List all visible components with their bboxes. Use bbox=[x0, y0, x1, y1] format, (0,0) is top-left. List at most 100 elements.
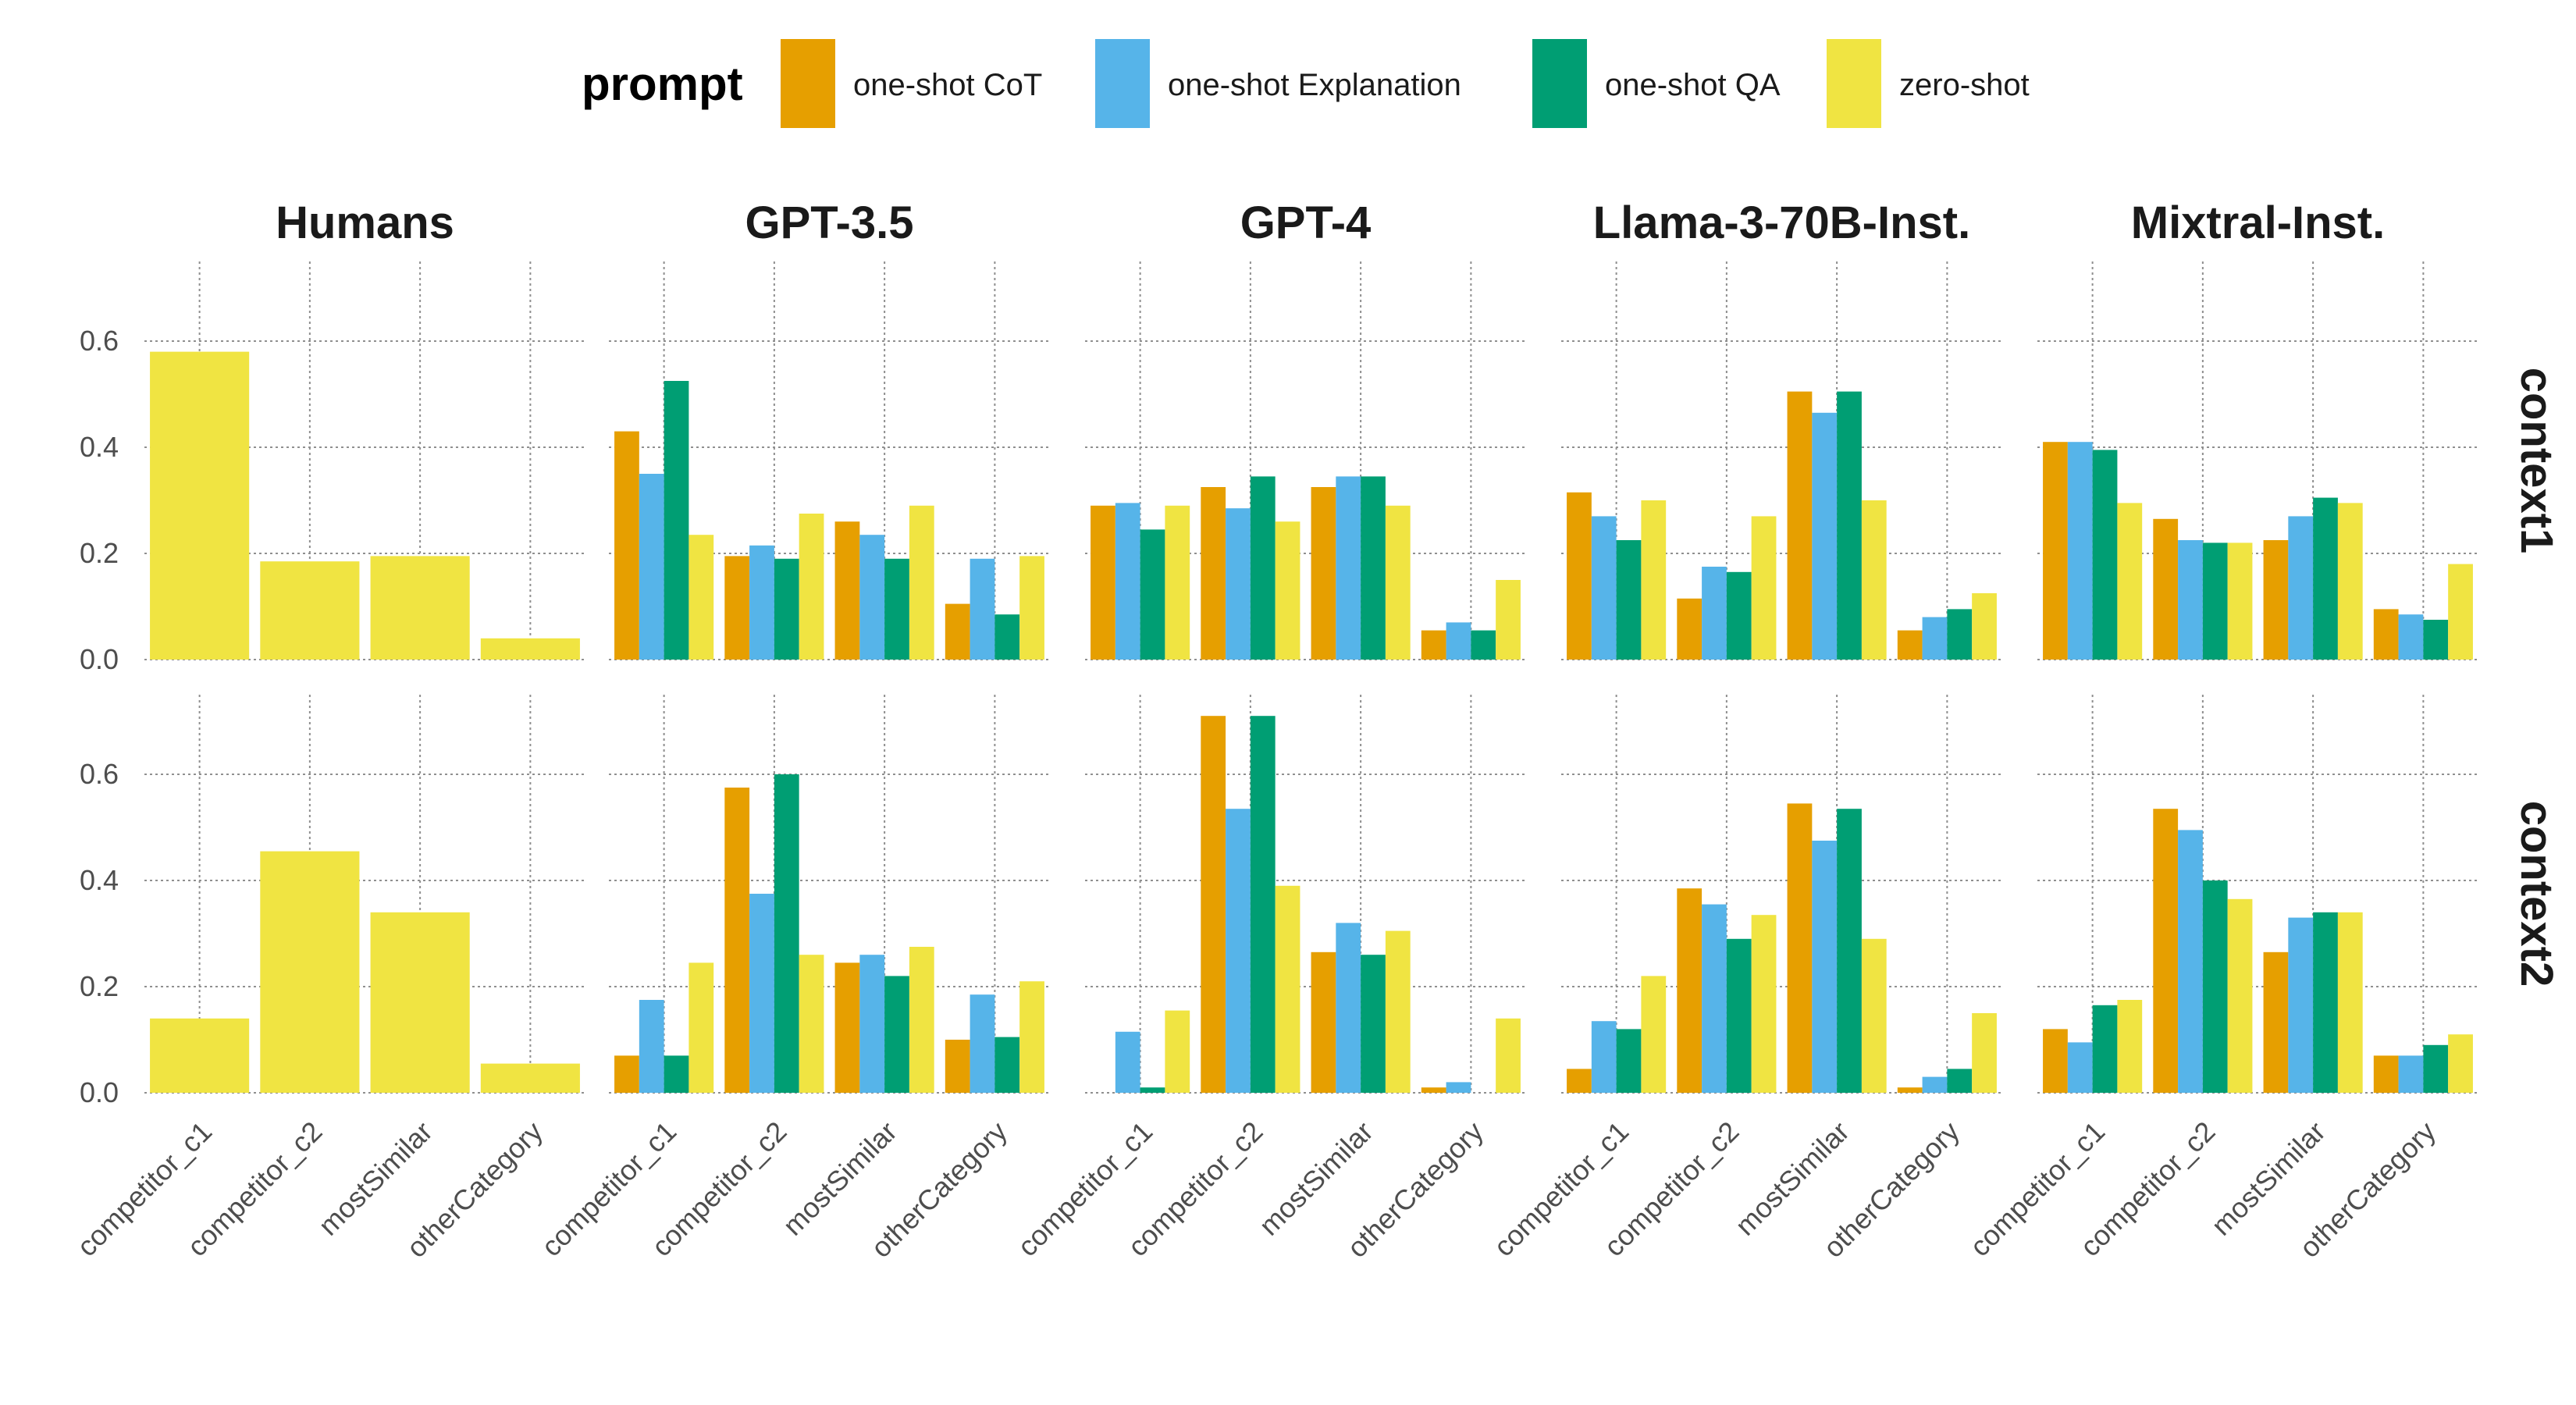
bar-one-shot-qa-othercategory bbox=[1471, 630, 1496, 660]
bar-one-shot-cot-mostsimilar bbox=[1311, 487, 1336, 660]
bar-zero-shot-competitor-c2 bbox=[260, 561, 360, 660]
panel-mixtral-inst-context1 bbox=[2037, 261, 2478, 660]
bar-one-shot-cot-mostsimilar bbox=[2263, 540, 2289, 660]
bar-one-shot-cot-competitor-c1 bbox=[1567, 492, 1592, 660]
panel-humans-context1 bbox=[144, 261, 585, 660]
bar-one-shot-explanation-mostsimilar bbox=[2288, 516, 2314, 660]
legend-label-zero-shot: zero-shot bbox=[1899, 68, 2030, 102]
bar-one-shot-explanation-competitor-c2 bbox=[2178, 540, 2203, 660]
bar-one-shot-qa-competitor-c2 bbox=[2202, 542, 2228, 660]
bar-one-shot-explanation-competitor-c2 bbox=[749, 545, 774, 660]
bar-one-shot-cot-mostsimilar bbox=[834, 962, 860, 1093]
bar-zero-shot-othercategory bbox=[480, 1063, 580, 1093]
panel-gpt-4-context1 bbox=[1085, 261, 1526, 660]
bar-one-shot-explanation-othercategory bbox=[970, 558, 995, 660]
bar-one-shot-explanation-competitor-c1 bbox=[1591, 516, 1617, 660]
bar-zero-shot-competitor-c1 bbox=[1641, 976, 1667, 1093]
bar-one-shot-qa-othercategory bbox=[1947, 1069, 1973, 1093]
bar-zero-shot-competitor-c1 bbox=[688, 962, 714, 1093]
panel-mixtral-inst-context2: competitor_c1competitor_c2mostSimilaroth… bbox=[1963, 695, 2478, 1264]
bar-zero-shot-competitor-c1 bbox=[688, 535, 714, 660]
panel-llama-3-70b-inst-context1 bbox=[1561, 261, 2002, 660]
bar-zero-shot-competitor-c2 bbox=[1751, 516, 1777, 660]
y-tick-label: 0.2 bbox=[80, 970, 119, 1002]
bar-one-shot-explanation-othercategory bbox=[1922, 1076, 1948, 1093]
bar-one-shot-qa-mostsimilar bbox=[884, 558, 909, 660]
bar-one-shot-qa-othercategory bbox=[2423, 620, 2449, 660]
facet-title-humans: Humans bbox=[276, 197, 454, 248]
bar-one-shot-qa-othercategory bbox=[1947, 609, 1973, 660]
bar-one-shot-cot-competitor-c2 bbox=[1201, 716, 1226, 1093]
bar-one-shot-cot-competitor-c2 bbox=[1677, 888, 1703, 1093]
bar-zero-shot-mostsimilar bbox=[2337, 503, 2363, 660]
facet-title-gpt-4: GPT-4 bbox=[1240, 197, 1372, 248]
bar-one-shot-cot-othercategory bbox=[945, 603, 970, 660]
bar-one-shot-qa-mostsimilar bbox=[1837, 809, 1862, 1093]
bar-one-shot-cot-mostsimilar bbox=[1787, 803, 1813, 1093]
bar-one-shot-cot-competitor-c2 bbox=[1677, 598, 1703, 660]
facet-title-llama-3-70b-inst: Llama-3-70B-Inst. bbox=[1593, 197, 1970, 248]
bar-one-shot-cot-othercategory bbox=[1421, 1087, 1446, 1093]
bar-one-shot-qa-othercategory bbox=[994, 614, 1020, 660]
bar-one-shot-qa-competitor-c1 bbox=[664, 381, 689, 660]
bar-one-shot-qa-mostsimilar bbox=[1837, 391, 1862, 660]
bar-one-shot-cot-mostsimilar bbox=[2263, 951, 2289, 1093]
row-label-context2: context2 bbox=[2511, 801, 2562, 987]
legend-swatch-zero-shot bbox=[1827, 39, 1881, 128]
bar-one-shot-cot-othercategory bbox=[1897, 1087, 1923, 1093]
bar-one-shot-qa-competitor-c1 bbox=[1140, 529, 1165, 660]
bar-one-shot-qa-mostsimilar bbox=[884, 976, 909, 1093]
bar-one-shot-qa-competitor-c2 bbox=[774, 558, 799, 660]
bar-zero-shot-competitor-c1 bbox=[2117, 1000, 2143, 1093]
bar-one-shot-qa-competitor-c1 bbox=[664, 1055, 689, 1093]
bar-zero-shot-mostsimilar bbox=[1861, 500, 1887, 660]
bar-one-shot-explanation-competitor-c2 bbox=[1226, 809, 1251, 1093]
bar-zero-shot-othercategory bbox=[1496, 580, 1521, 660]
bar-zero-shot-competitor-c1 bbox=[1165, 505, 1190, 660]
bar-one-shot-explanation-mostsimilar bbox=[859, 955, 885, 1093]
bar-one-shot-qa-competitor-c2 bbox=[774, 774, 799, 1093]
bar-one-shot-qa-competitor-c2 bbox=[1726, 938, 1752, 1093]
bar-one-shot-qa-othercategory bbox=[994, 1037, 1020, 1093]
bar-one-shot-explanation-othercategory bbox=[1446, 1082, 1471, 1093]
bar-one-shot-explanation-competitor-c2 bbox=[1702, 567, 1727, 660]
bar-one-shot-explanation-competitor-c1 bbox=[2067, 1042, 2093, 1093]
bar-one-shot-qa-mostsimilar bbox=[2313, 912, 2338, 1093]
bar-one-shot-explanation-competitor-c2 bbox=[1702, 904, 1727, 1093]
bar-one-shot-cot-mostsimilar bbox=[1311, 951, 1336, 1093]
bar-one-shot-cot-othercategory bbox=[2373, 609, 2399, 660]
bar-one-shot-qa-competitor-c1 bbox=[2092, 450, 2118, 660]
bar-one-shot-qa-competitor-c1 bbox=[1616, 1029, 1642, 1093]
bar-one-shot-explanation-competitor-c1 bbox=[2067, 442, 2093, 660]
facet-title-mixtral-inst: Mixtral-Inst. bbox=[2131, 197, 2386, 248]
y-tick-label: 0.6 bbox=[80, 758, 119, 790]
bar-one-shot-cot-competitor-c1 bbox=[614, 1055, 639, 1093]
bar-zero-shot-othercategory bbox=[1019, 556, 1044, 660]
bar-zero-shot-competitor-c1 bbox=[2117, 503, 2143, 660]
bar-one-shot-cot-mostsimilar bbox=[1787, 391, 1813, 660]
bar-one-shot-cot-competitor-c1 bbox=[1091, 505, 1115, 660]
bar-zero-shot-competitor-c2 bbox=[260, 851, 360, 1093]
bar-one-shot-explanation-competitor-c1 bbox=[639, 474, 664, 660]
bar-one-shot-cot-competitor-c2 bbox=[724, 556, 750, 660]
bar-one-shot-explanation-competitor-c1 bbox=[1591, 1021, 1617, 1093]
bar-one-shot-explanation-mostsimilar bbox=[2288, 917, 2314, 1093]
bar-zero-shot-competitor-c1 bbox=[1165, 1010, 1190, 1093]
bar-one-shot-explanation-competitor-c2 bbox=[1226, 508, 1251, 660]
bar-one-shot-cot-competitor-c1 bbox=[614, 431, 639, 660]
facet-title-gpt-3-5: GPT-3.5 bbox=[745, 197, 914, 248]
bar-zero-shot-othercategory bbox=[480, 638, 580, 660]
bar-one-shot-explanation-competitor-c2 bbox=[2178, 830, 2203, 1093]
bar-one-shot-qa-mostsimilar bbox=[1361, 476, 1386, 660]
bar-one-shot-explanation-mostsimilar bbox=[1812, 412, 1838, 660]
bar-zero-shot-othercategory bbox=[2448, 564, 2473, 660]
bar-one-shot-explanation-othercategory bbox=[970, 994, 995, 1093]
y-tick-label: 0.4 bbox=[80, 864, 119, 896]
bar-one-shot-cot-othercategory bbox=[945, 1040, 970, 1093]
y-tick-label: 0.6 bbox=[80, 325, 119, 357]
y-tick-label: 0.2 bbox=[80, 537, 119, 569]
bar-zero-shot-mostsimilar bbox=[370, 556, 470, 660]
bar-zero-shot-competitor-c2 bbox=[2227, 542, 2253, 660]
bar-one-shot-explanation-mostsimilar bbox=[1812, 841, 1838, 1093]
legend-label-one-shot-cot: one-shot CoT bbox=[853, 68, 1042, 102]
